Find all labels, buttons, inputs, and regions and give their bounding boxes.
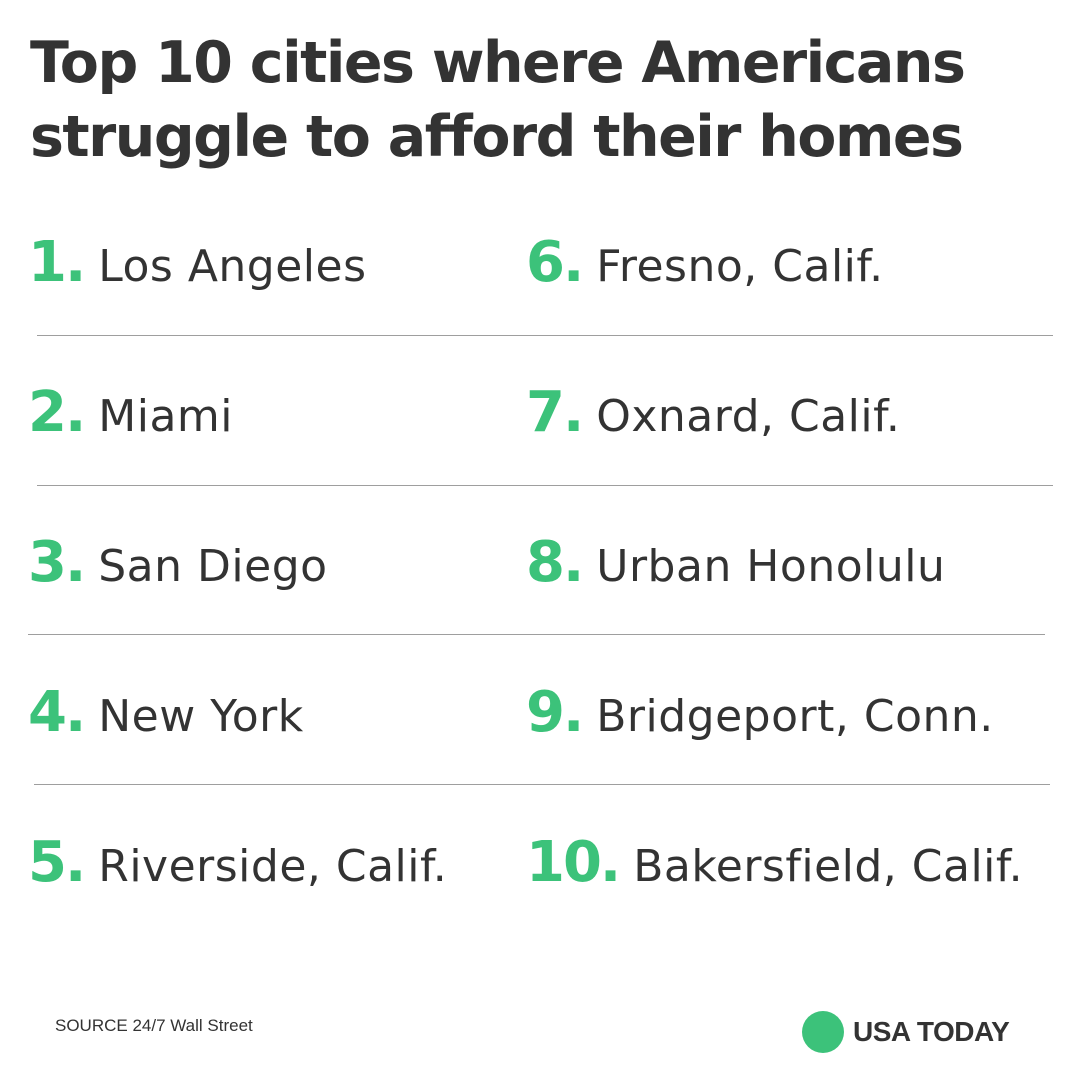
rank-number: 2. bbox=[28, 380, 86, 445]
city-name: Bakersfield, Calif. bbox=[633, 841, 1024, 892]
rank-number: 7. bbox=[526, 380, 584, 445]
rank-number: 8. bbox=[526, 530, 584, 595]
divider bbox=[28, 634, 1045, 635]
source-note: SOURCE 24/7 Wall Street bbox=[55, 1016, 253, 1035]
page-title: Top 10 cities where Americans struggle t… bbox=[30, 30, 966, 170]
city-name: Bridgeport, Conn. bbox=[596, 691, 994, 742]
city-name: Urban Honolulu bbox=[596, 541, 946, 592]
rank-number: 3. bbox=[28, 530, 86, 595]
rank-number: 9. bbox=[526, 680, 584, 745]
list-item: 10. Bakersfield, Calif. bbox=[526, 830, 1023, 910]
brand-name: USA TODAY bbox=[853, 1016, 1010, 1047]
list-item: 2. Miami bbox=[28, 380, 233, 460]
rank-number: 6. bbox=[526, 230, 584, 295]
rank-number: 5. bbox=[28, 830, 86, 895]
divider bbox=[37, 335, 1053, 336]
list-item: 6. Fresno, Calif. bbox=[526, 230, 884, 310]
brand-dot-icon bbox=[802, 1011, 844, 1053]
list-item: 8. Urban Honolulu bbox=[526, 530, 945, 610]
rank-number: 1. bbox=[28, 230, 86, 295]
city-name: Oxnard, Calif. bbox=[596, 391, 901, 442]
city-name: Riverside, Calif. bbox=[98, 841, 448, 892]
list-item: 7. Oxnard, Calif. bbox=[526, 380, 900, 460]
list-item: 3. San Diego bbox=[28, 530, 328, 610]
divider bbox=[34, 784, 1050, 785]
rank-number: 4. bbox=[28, 680, 86, 745]
list-item: 4. New York bbox=[28, 680, 304, 760]
city-name: San Diego bbox=[98, 541, 328, 592]
city-name: Miami bbox=[98, 391, 233, 442]
divider bbox=[37, 485, 1053, 486]
city-name: New York bbox=[98, 691, 304, 742]
list-item: 9. Bridgeport, Conn. bbox=[526, 680, 994, 760]
rank-number: 10. bbox=[526, 830, 621, 895]
list-item: 1. Los Angeles bbox=[28, 230, 367, 310]
city-name: Los Angeles bbox=[98, 241, 367, 292]
brand-logo: USA TODAY bbox=[802, 1011, 1010, 1053]
list-item: 5. Riverside, Calif. bbox=[28, 830, 447, 910]
city-name: Fresno, Calif. bbox=[596, 241, 884, 292]
